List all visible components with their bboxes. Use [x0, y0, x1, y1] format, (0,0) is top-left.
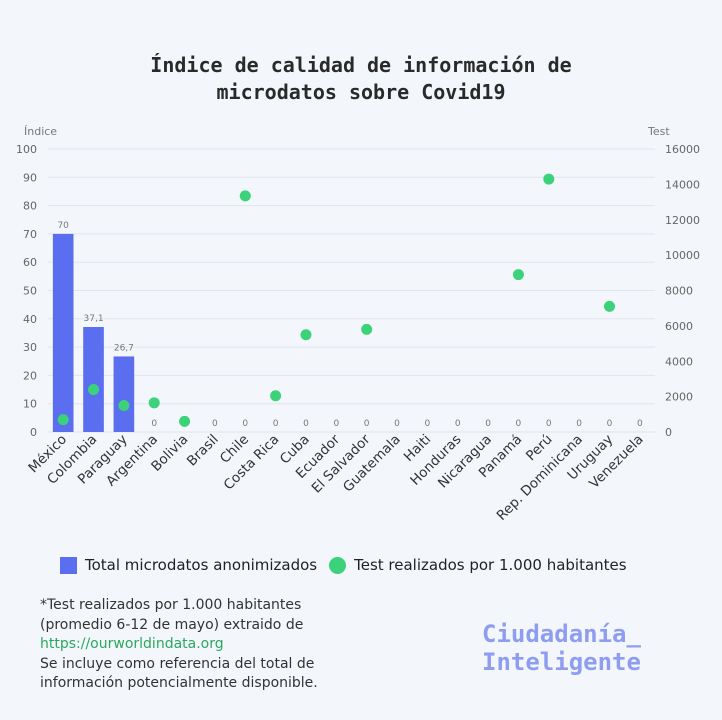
scatter-point — [57, 414, 69, 426]
bar-value-label: 0 — [637, 419, 643, 429]
left-tick-label: 30 — [23, 341, 37, 354]
scatter-point — [88, 384, 100, 396]
legend-dot-swatch — [329, 556, 347, 574]
bar — [83, 327, 104, 432]
scatter-point — [512, 269, 524, 281]
source-link[interactable]: https://ourworldindata.org — [40, 636, 224, 652]
bar-value-label: 0 — [516, 419, 522, 429]
scatter-series — [57, 173, 615, 427]
scatter-point — [179, 415, 191, 427]
right-tick-label: 8000 — [665, 285, 693, 298]
left-axis-label: Índice — [24, 125, 57, 138]
chart-title-line-2: microdatos sobre Covid19 — [216, 80, 506, 104]
scatter-point — [543, 173, 555, 185]
bar-value-label: 0 — [455, 419, 461, 429]
chart-title: Índice de calidad de información de micr… — [0, 52, 722, 106]
left-tick-label: 40 — [23, 313, 37, 326]
right-tick-label: 10000 — [665, 249, 700, 262]
bar — [52, 233, 74, 432]
left-tick-label: 50 — [23, 285, 37, 298]
bar-value-label: 0 — [242, 419, 248, 429]
left-tick-label: 80 — [23, 200, 37, 213]
bar — [113, 356, 135, 432]
left-tick-label: 90 — [23, 171, 37, 184]
scatter-point — [239, 190, 251, 202]
bar-value-label: 37,1 — [84, 314, 104, 324]
brand-line-1: Ciudadanía_ — [482, 620, 641, 648]
bar-value-label: 0 — [273, 419, 279, 429]
bar-value-label: 0 — [546, 419, 552, 429]
bar-value-label: 0 — [607, 419, 613, 429]
scatter-point — [270, 390, 282, 402]
right-tick-label: 6000 — [665, 320, 693, 333]
scatter-point — [361, 323, 373, 335]
legend-bar-label: Total microdatos anonimizados — [85, 556, 318, 574]
footnote-line-5: información potencialmente disponible. — [40, 675, 318, 691]
scatter-point — [603, 300, 615, 312]
footnote-line-1: *Test realizados por 1.000 habitantes — [40, 597, 302, 613]
scatter-point — [148, 397, 160, 409]
bar-value-label: 0 — [364, 419, 370, 429]
chart-title-line-1: Índice de calidad de información de — [150, 53, 572, 77]
right-tick-label: 4000 — [665, 355, 693, 368]
bar-value-label: 0 — [576, 419, 582, 429]
bar-value-label: 0 — [485, 419, 491, 429]
chart-area: Índice Test 0 10 20 30 40 50 60 70 80 90 100 0 2000… — [16, 125, 700, 524]
right-tick-label: 2000 — [665, 391, 693, 404]
legend-dot-label: Test realizados por 1.000 habitantes — [354, 556, 627, 574]
left-tick-label: 20 — [23, 369, 37, 382]
right-tick-label: 0 — [665, 426, 672, 439]
brand-logo: Ciudadanía_ Inteligente — [482, 620, 641, 676]
right-tick-label: 16000 — [665, 143, 700, 156]
footnote: *Test realizados por 1.000 habitantes (p… — [40, 596, 400, 694]
legend-bar-swatch — [60, 556, 77, 574]
left-tick-label: 10 — [23, 398, 37, 411]
left-tick-label: 70 — [23, 228, 37, 241]
bar-value-label: 0 — [394, 419, 400, 429]
x-tick-label: Brasil — [184, 432, 222, 470]
footnote-line-4: Se incluye como referencia del total de — [40, 655, 315, 672]
scatter-point — [118, 399, 130, 411]
gridlines — [48, 148, 655, 433]
right-axis-label: Test — [647, 125, 670, 138]
x-axis-labels: MéxicoColombiaParaguayArgentinaBoliviaBr… — [25, 431, 646, 524]
left-tick-label: 60 — [23, 256, 37, 269]
left-tick-label: 0 — [30, 426, 37, 439]
bar-value-label: 0 — [212, 419, 218, 429]
bar-value-label: 26,7 — [114, 343, 134, 353]
left-axis-ticks: 0 10 20 30 40 50 60 70 80 90 100 — [16, 143, 37, 439]
right-axis-ticks: 0 2000 4000 6000 8000 10000 12000 14000 16000 — [665, 143, 700, 439]
bar-value-label: 0 — [333, 419, 339, 429]
bar-value-label: 0 — [425, 419, 431, 429]
bar-value-label: 0 — [151, 419, 157, 429]
right-tick-label: 12000 — [665, 214, 700, 227]
left-tick-label: 100 — [16, 143, 37, 156]
scatter-point — [300, 329, 312, 341]
brand-line-2: Inteligente — [482, 648, 641, 676]
bar-value-label: 0 — [303, 419, 309, 429]
bar-value-label: 70 — [57, 221, 69, 231]
bar-series — [52, 233, 135, 432]
footnote-line-2: (promedio 6-12 de mayo) extraido de — [40, 616, 304, 633]
legend: Total microdatos anonimizados Test reali… — [60, 556, 627, 574]
right-tick-label: 14000 — [665, 178, 700, 191]
